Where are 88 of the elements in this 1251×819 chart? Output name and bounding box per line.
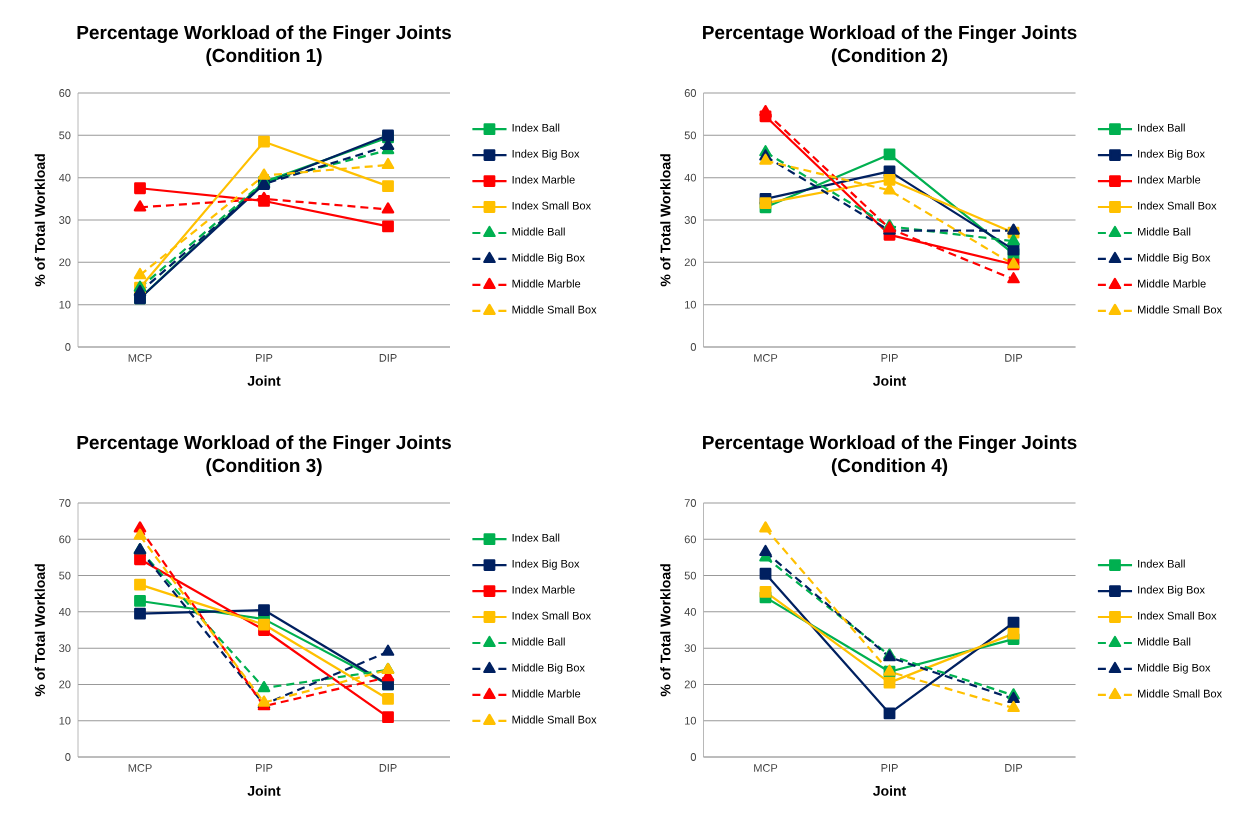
y-tick-label: 10 (59, 716, 71, 725)
y-tick-label: 40 (58, 173, 71, 182)
x-tick-label: MCP (128, 354, 152, 362)
legend-label: Index Ball (512, 123, 560, 132)
y-tick-label: 20 (59, 258, 71, 267)
chart-title: Percentage Workload of the Finger Joints (703, 25, 1077, 44)
y-tick-label: 40 (684, 607, 696, 616)
y-tick-label: 20 (684, 258, 696, 267)
y-axis-title: % of Total Workload (660, 154, 671, 287)
y-tick-label: 70 (684, 499, 696, 507)
x-tick-label: DIP (1005, 764, 1023, 772)
legend-label: Middle Ball (1138, 637, 1191, 646)
legend-label: Middle Big Box (1138, 663, 1211, 674)
y-tick-label: 30 (59, 216, 71, 224)
x-axis-title: Joint (247, 785, 281, 796)
x-axis-title: Joint (247, 375, 281, 386)
legend-label: Index Small Box (512, 201, 591, 210)
x-tick-label: DIP (379, 354, 397, 362)
x-tick-label: MCP (754, 354, 778, 362)
legend-label: Middle Ball (512, 637, 565, 646)
y-tick-label: 60 (59, 535, 71, 544)
y-tick-label: 0 (690, 343, 697, 351)
y-tick-label: 0 (690, 753, 697, 761)
legend-label: Middle Ball (1138, 227, 1191, 236)
legend-label: Index Big Box (1138, 585, 1205, 596)
x-tick-label: PIP (256, 764, 273, 772)
chart-title: Percentage Workload of the Finger Joints (77, 435, 451, 453)
y-tick-label: 0 (65, 753, 71, 761)
legend-label: Middle Marble (512, 689, 581, 698)
y-tick-label: 40 (684, 173, 696, 182)
legend-label: Middle Small Box (1138, 305, 1222, 314)
legend-label: Index Big Box (1138, 149, 1205, 160)
x-tick-label: MCP (754, 764, 778, 772)
legend-label: Index Big Box (512, 149, 580, 160)
y-tick-label: 30 (684, 644, 696, 653)
legend-label: Index Ball (512, 533, 560, 542)
y-tick-label: 40 (58, 607, 71, 616)
y-tick-label: 50 (59, 131, 71, 140)
legend-label: Index Ball (1138, 559, 1185, 568)
x-tick-label: DIP (379, 764, 397, 772)
y-axis-title: % of Total Workload (34, 154, 45, 287)
legend-label: Middle Small Box (512, 715, 597, 724)
y-tick-label: 0 (65, 343, 71, 351)
legend-label: Index Small Box (1138, 611, 1217, 620)
y-tick-label: 60 (684, 535, 696, 544)
y-tick-label: 20 (684, 680, 696, 689)
y-tick-label: 10 (685, 716, 696, 725)
legend-label: Index Small Box (1138, 201, 1217, 210)
legend-label: Middle Ball (512, 227, 565, 236)
legend-label: Middle Small Box (1138, 689, 1222, 698)
y-tick-label: 60 (59, 89, 71, 97)
chart-subtitle: (Condition 4) (831, 458, 948, 476)
y-tick-label: 10 (59, 300, 71, 309)
y-tick-label: 50 (684, 131, 696, 140)
x-tick-label: PIP (881, 354, 898, 362)
legend-label: Index Small Box (512, 611, 591, 620)
y-tick-label: 30 (684, 216, 696, 224)
y-tick-label: 60 (684, 89, 696, 97)
legend-label: Index Ball (1138, 123, 1185, 132)
chart-title: Percentage Workload of the Finger Joints (703, 435, 1077, 453)
legend-label: Middle Marble (1138, 279, 1206, 288)
y-tick-label: 70 (59, 499, 71, 507)
y-axis-title: % of Total Workload (660, 564, 671, 697)
legend-label: Index Big Box (512, 559, 580, 570)
x-tick-label: MCP (128, 764, 152, 772)
legend-label: Middle Big Box (512, 253, 585, 264)
legend-label: Middle Small Box (512, 305, 597, 314)
y-tick-label: 10 (685, 300, 696, 309)
x-axis-title: Joint (873, 375, 907, 386)
x-axis-title: Joint (873, 785, 907, 796)
chart-subtitle: (Condition 3) (206, 458, 322, 476)
chart-title: Percentage Workload of the Finger Joints (77, 25, 451, 44)
y-axis-title: % of Total Workload (34, 564, 45, 697)
legend-label: Middle Big Box (512, 663, 585, 674)
legend-label: Middle Big Box (1138, 253, 1211, 264)
y-tick-label: 20 (59, 680, 71, 689)
legend-label: Index Marble (512, 585, 575, 594)
y-tick-label: 30 (59, 644, 71, 653)
x-tick-label: DIP (1005, 354, 1023, 362)
x-tick-label: PIP (256, 354, 273, 362)
legend-label: Index Marble (1138, 175, 1201, 184)
y-tick-label: 50 (684, 571, 696, 580)
legend-label: Middle Marble (512, 279, 581, 288)
chart-subtitle: (Condition 1) (206, 48, 322, 66)
legend-label: Index Marble (512, 175, 575, 184)
chart-subtitle: (Condition 2) (831, 48, 948, 66)
x-tick-label: PIP (881, 764, 898, 772)
y-tick-label: 50 (59, 571, 71, 580)
